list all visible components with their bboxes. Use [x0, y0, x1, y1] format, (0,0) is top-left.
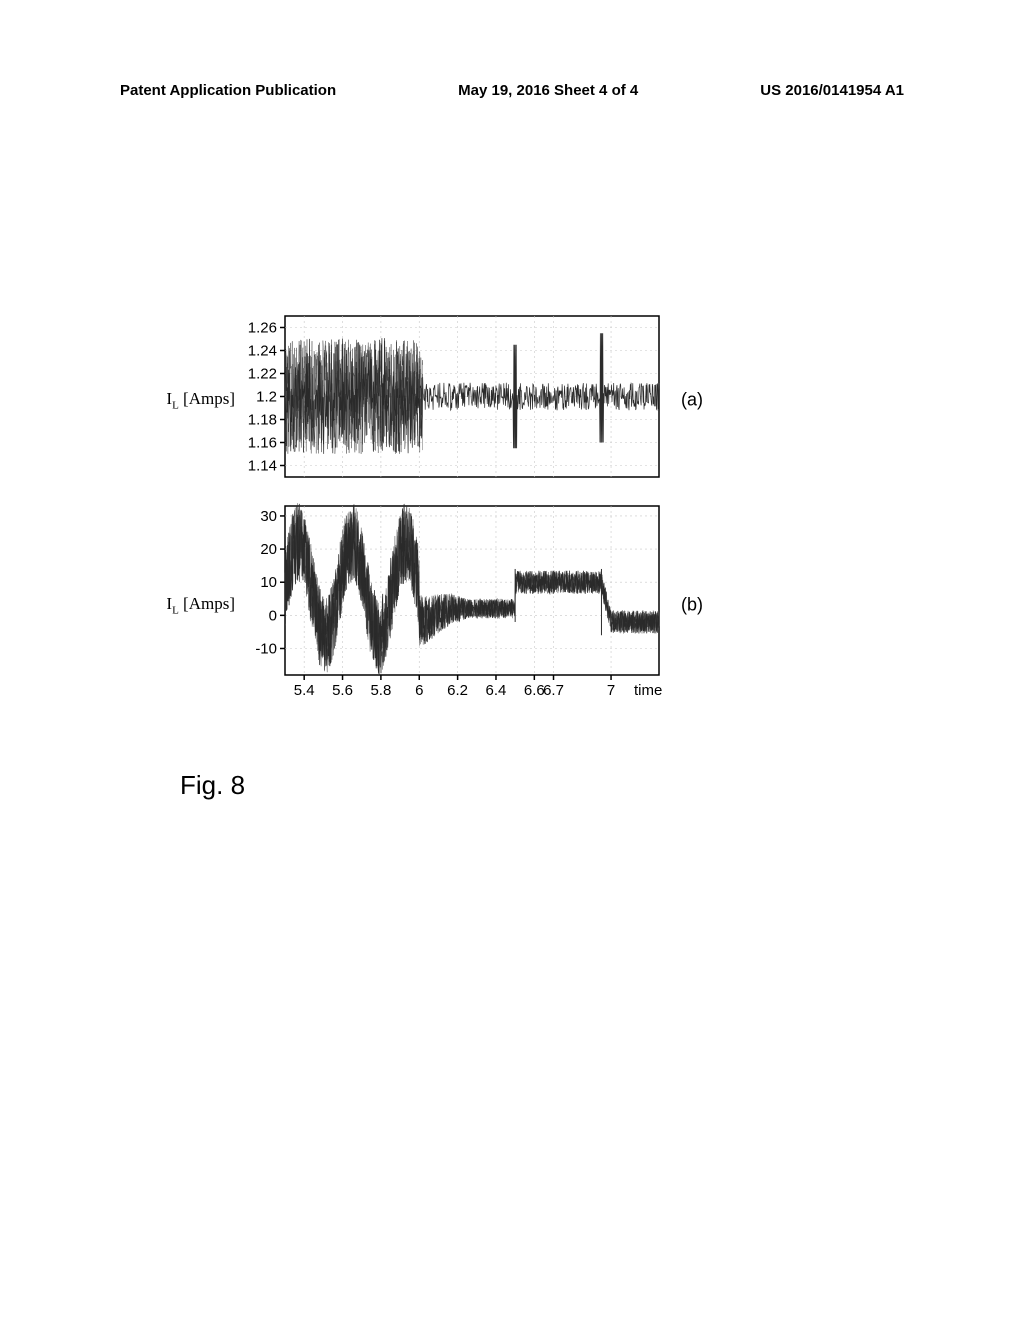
svg-text:-10: -10: [255, 640, 277, 657]
panel-a-chart: 1.14 1.16 1.18 1.2 1.22 1.24 1.26: [235, 310, 665, 485]
svg-text:6: 6: [415, 682, 423, 699]
panel-a-label: (a): [681, 390, 703, 411]
svg-text:1.16: 1.16: [248, 435, 277, 452]
panel-b-wrap: -10 0 10 20 30 5.4 5.6 5.8 6 6.2 6.4 6.66.7 7 time [m…: [235, 500, 665, 710]
panel-a-ylabel: IL [Amps]: [150, 389, 235, 411]
header-right: US 2016/0141954 A1: [760, 82, 904, 99]
svg-text:1.26: 1.26: [248, 320, 277, 337]
svg-text:6.2: 6.2: [447, 682, 468, 699]
svg-text:6.7: 6.7: [543, 682, 564, 699]
svg-text:6.4: 6.4: [486, 682, 507, 699]
panel-b-chart: -10 0 10 20 30 5.4 5.6 5.8 6 6.2 6.4 6.66.7 7 time [m…: [235, 500, 665, 705]
svg-text:7: 7: [607, 682, 615, 699]
svg-text:1.22: 1.22: [248, 366, 277, 383]
svg-text:1.18: 1.18: [248, 412, 277, 429]
figure-8: IL [Amps] 1.14 1.16 1.18 1.2 1.22 1.24 1.26 (a…: [150, 310, 870, 720]
figure-label: Fig. 8: [180, 770, 245, 801]
panel-b-label: (b): [681, 595, 703, 616]
svg-text:time [ms]: time [ms]: [634, 682, 665, 699]
svg-text:1.2: 1.2: [256, 389, 277, 406]
svg-text:0: 0: [269, 607, 277, 624]
svg-text:1.14: 1.14: [248, 458, 277, 475]
panel-a-row: IL [Amps] 1.14 1.16 1.18 1.2 1.22 1.24 1.26 (a…: [150, 310, 870, 490]
header-center: May 19, 2016 Sheet 4 of 4: [458, 82, 638, 99]
svg-text:30: 30: [260, 508, 277, 525]
page-header: Patent Application Publication May 19, 2…: [0, 82, 1024, 99]
svg-text:5.8: 5.8: [370, 682, 391, 699]
svg-text:20: 20: [260, 541, 277, 558]
svg-text:10: 10: [260, 574, 277, 591]
svg-text:5.6: 5.6: [332, 682, 353, 699]
svg-text:5.4: 5.4: [294, 682, 315, 699]
panel-b-ylabel: IL [Amps]: [150, 594, 235, 616]
header-left: Patent Application Publication: [120, 82, 336, 99]
svg-text:1.24: 1.24: [248, 343, 277, 360]
svg-text:6.6: 6.6: [524, 682, 545, 699]
panel-b-row: IL [Amps] -10 0 10 20 30 5.4 5.6 5.8 6 6.2 6.4 6.66…: [150, 500, 870, 710]
panel-a-wrap: 1.141.161.181.21.221.241.26 (a): [235, 310, 665, 490]
